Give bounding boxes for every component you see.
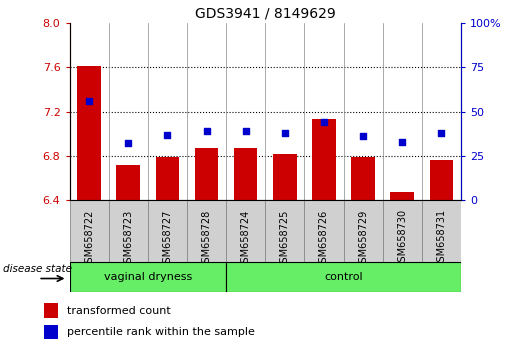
Bar bbox=[109, 200, 148, 262]
Bar bbox=[312, 119, 336, 200]
Text: GSM658728: GSM658728 bbox=[201, 209, 212, 269]
Text: GSM658730: GSM658730 bbox=[397, 209, 407, 268]
Bar bbox=[44, 325, 58, 339]
Bar bbox=[383, 200, 422, 262]
Bar bbox=[70, 200, 109, 262]
Title: GDS3941 / 8149629: GDS3941 / 8149629 bbox=[195, 6, 336, 21]
Text: control: control bbox=[324, 272, 363, 282]
Text: GSM658727: GSM658727 bbox=[162, 209, 173, 269]
Point bbox=[85, 98, 93, 104]
Text: GSM658722: GSM658722 bbox=[84, 209, 94, 269]
Bar bbox=[344, 200, 383, 262]
Bar bbox=[422, 200, 461, 262]
Text: GSM658723: GSM658723 bbox=[123, 209, 133, 269]
Point bbox=[398, 139, 406, 144]
Bar bbox=[148, 200, 187, 262]
Bar bbox=[156, 157, 179, 200]
Text: percentile rank within the sample: percentile rank within the sample bbox=[67, 327, 255, 337]
Text: GSM658725: GSM658725 bbox=[280, 209, 290, 269]
Text: GSM658724: GSM658724 bbox=[241, 209, 251, 269]
Bar bbox=[116, 165, 140, 200]
Point bbox=[320, 119, 328, 125]
Bar bbox=[226, 262, 461, 292]
Bar bbox=[234, 148, 258, 200]
Point bbox=[281, 130, 289, 136]
Text: transformed count: transformed count bbox=[67, 306, 171, 316]
Point bbox=[202, 128, 211, 134]
Point bbox=[124, 141, 132, 146]
Bar bbox=[351, 157, 375, 200]
Bar bbox=[304, 200, 344, 262]
Bar bbox=[390, 192, 414, 200]
Point bbox=[242, 128, 250, 134]
Text: GSM658726: GSM658726 bbox=[319, 209, 329, 269]
Bar bbox=[265, 200, 304, 262]
Bar bbox=[44, 303, 58, 318]
Point bbox=[437, 130, 445, 136]
Text: GSM658729: GSM658729 bbox=[358, 209, 368, 269]
Bar bbox=[77, 66, 101, 200]
Bar bbox=[273, 154, 297, 200]
Bar bbox=[195, 148, 218, 200]
Bar bbox=[226, 200, 265, 262]
Bar bbox=[70, 262, 226, 292]
Text: GSM658731: GSM658731 bbox=[436, 209, 447, 268]
Text: disease state: disease state bbox=[4, 264, 73, 274]
Text: vaginal dryness: vaginal dryness bbox=[104, 272, 192, 282]
Point bbox=[359, 133, 367, 139]
Point bbox=[163, 132, 171, 137]
Bar bbox=[430, 160, 453, 200]
Bar bbox=[187, 200, 226, 262]
